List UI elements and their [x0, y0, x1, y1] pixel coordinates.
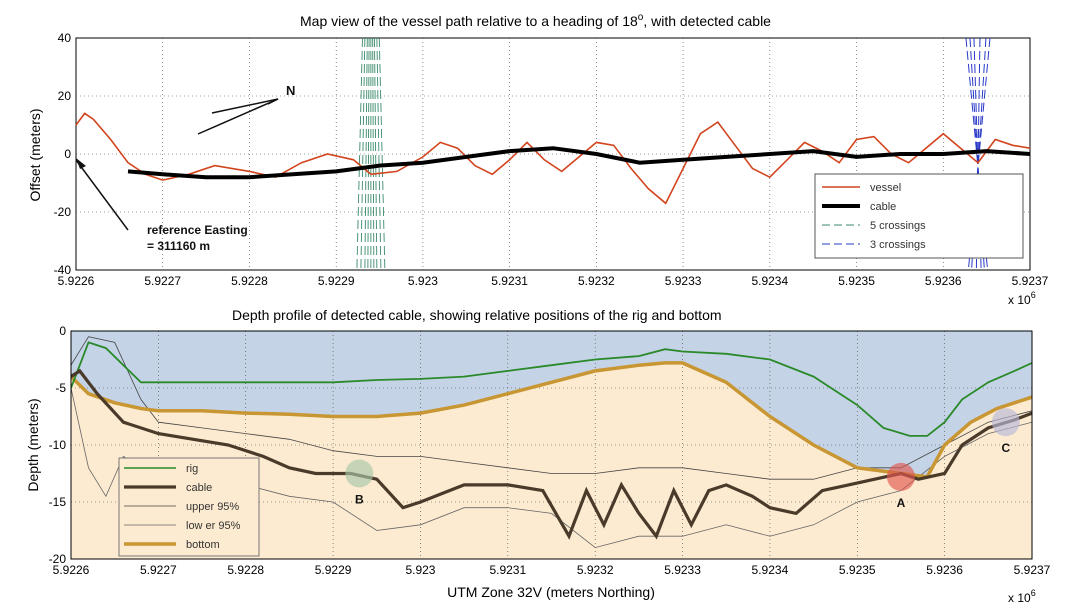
top-legend-vessel: vessel: [870, 182, 901, 194]
marker-circle-A: [886, 462, 915, 491]
bottom-plot-frame: [70, 330, 1033, 560]
top-x-tick-10: 5.9236: [925, 274, 962, 288]
bottom-legend-lower: low er 95%: [186, 520, 241, 532]
top-y-tick-4: -40: [54, 263, 72, 277]
top-y-ticks: 40 20 0 -20 -40: [54, 31, 72, 277]
bottom-x-tick-6: 5.9232: [577, 563, 614, 577]
bottom-y-tick-0: 0: [59, 324, 66, 338]
top-title-main: Map view of the vessel path relative to …: [300, 13, 638, 29]
bottom-legend-upper: upper 95%: [186, 501, 239, 513]
bottom-legend: rig cable upper 95% low er 95% bottom: [118, 457, 260, 557]
vessel-line: [75, 112, 1031, 205]
top-legend-5-crossings: 5 crossings: [870, 220, 926, 232]
marker-label-B: B: [355, 493, 364, 507]
top-x-tick-3: 5.9229: [318, 274, 355, 288]
reference-easting-line2: = 311160 m: [147, 239, 210, 253]
bottom-x-exponent-base: x 10: [1008, 591, 1031, 605]
bottom-x-tick-4: 5.923: [405, 563, 435, 577]
top-title: Map view of the vessel path relative to …: [300, 12, 771, 29]
bottom-y-ticks: 0 -5 -10 -15 -20: [49, 324, 67, 566]
bottom-x-ticks: 5.9226 5.9227 5.9228 5.9229 5.923 5.9231 5.923…: [53, 563, 1051, 577]
top-y-tick-0: 40: [58, 31, 72, 45]
bottom-title: Depth profile of detected cable, showing…: [232, 307, 722, 323]
bottom-y-tick-4: -20: [49, 552, 67, 566]
top-y-tick-3: -20: [54, 205, 72, 219]
top-x-tick-0: 5.9226: [58, 274, 95, 288]
top-title-tail: , with detected cable: [643, 13, 771, 29]
top-legend: vessel cable 5 crossings 3 crossings: [814, 173, 1024, 259]
top-x-exponent-power: 6: [1031, 290, 1036, 300]
cable-line: [127, 146, 1031, 180]
bottom-x-tick-5: 5.9231: [489, 563, 526, 577]
bottom-x-exponent-power: 6: [1031, 588, 1036, 598]
position-markers: A B C: [345, 408, 1020, 510]
bottom-legend-cable: cable: [186, 482, 212, 494]
bottom-x-tick-8: 5.9234: [752, 563, 789, 577]
north-arrow: N: [197, 83, 295, 135]
marker-circle-C: [991, 408, 1020, 437]
top-title-degree: o: [638, 12, 644, 23]
top-legend-3-crossings: 3 crossings: [870, 239, 926, 251]
bottom-y-tick-1: -5: [55, 381, 66, 395]
top-x-tick-5: 5.9231: [491, 274, 528, 288]
top-y-tick-1: 20: [58, 89, 72, 103]
north-label: N: [286, 83, 295, 98]
top-legend-cable: cable: [870, 201, 896, 213]
top-x-tick-9: 5.9235: [838, 274, 875, 288]
marker-circle-B: [345, 459, 374, 488]
top-x-ticks: 5.9226 5.9227 5.9228 5.9229 5.923 5.9231 5.923…: [58, 274, 1049, 288]
bottom-x-tick-9: 5.9235: [839, 563, 876, 577]
marker-label-C: C: [1001, 441, 1010, 455]
bottom-legend-rig: rig: [186, 463, 198, 475]
top-x-tick-8: 5.9234: [751, 274, 788, 288]
bottom-chart: Depth profile of detected cable, showing…: [25, 307, 1051, 605]
top-x-exponent-base: x 10: [1008, 293, 1031, 307]
bottom-x-tick-2: 5.9228: [227, 563, 264, 577]
bottom-x-tick-7: 5.9233: [664, 563, 701, 577]
reference-easting-line1: reference Easting: [147, 223, 248, 237]
top-x-tick-1: 5.9227: [144, 274, 181, 288]
top-chart: Map view of the vessel path relative to …: [27, 12, 1049, 307]
top-y-tick-2: 0: [64, 147, 71, 161]
bottom-y-tick-3: -15: [49, 495, 67, 509]
top-x-tick-7: 5.9233: [665, 274, 702, 288]
marker-label-A: A: [897, 496, 906, 510]
bottom-x-tick-1: 5.9227: [140, 563, 177, 577]
top-y-axis-label: Offset (meters): [27, 108, 43, 201]
bottom-x-tick-3: 5.9229: [315, 563, 352, 577]
bottom-x-tick-11: 5.9237: [1014, 563, 1051, 577]
top-x-tick-11: 5.9237: [1012, 274, 1049, 288]
top-x-tick-4: 5.923: [408, 274, 438, 288]
bottom-x-tick-0: 5.9226: [53, 563, 90, 577]
bottom-y-axis-label: Depth (meters): [25, 398, 41, 491]
bottom-x-axis-label: UTM Zone 32V (meters Northing): [447, 584, 655, 600]
bottom-x-tick-10: 5.9236: [926, 563, 963, 577]
depth-cable-line: [71, 368, 1032, 540]
bottom-x-exponent: x 106: [1008, 588, 1036, 605]
top-x-tick-2: 5.9228: [231, 274, 268, 288]
reference-easting-note: reference Easting = 311160 m: [75, 158, 248, 253]
top-x-tick-6: 5.9232: [578, 274, 615, 288]
rig-line: [71, 341, 1032, 437]
top-x-exponent: x 106: [1008, 290, 1036, 307]
bottom-legend-bottom: bottom: [186, 539, 220, 551]
bottom-y-tick-2: -10: [49, 438, 67, 452]
